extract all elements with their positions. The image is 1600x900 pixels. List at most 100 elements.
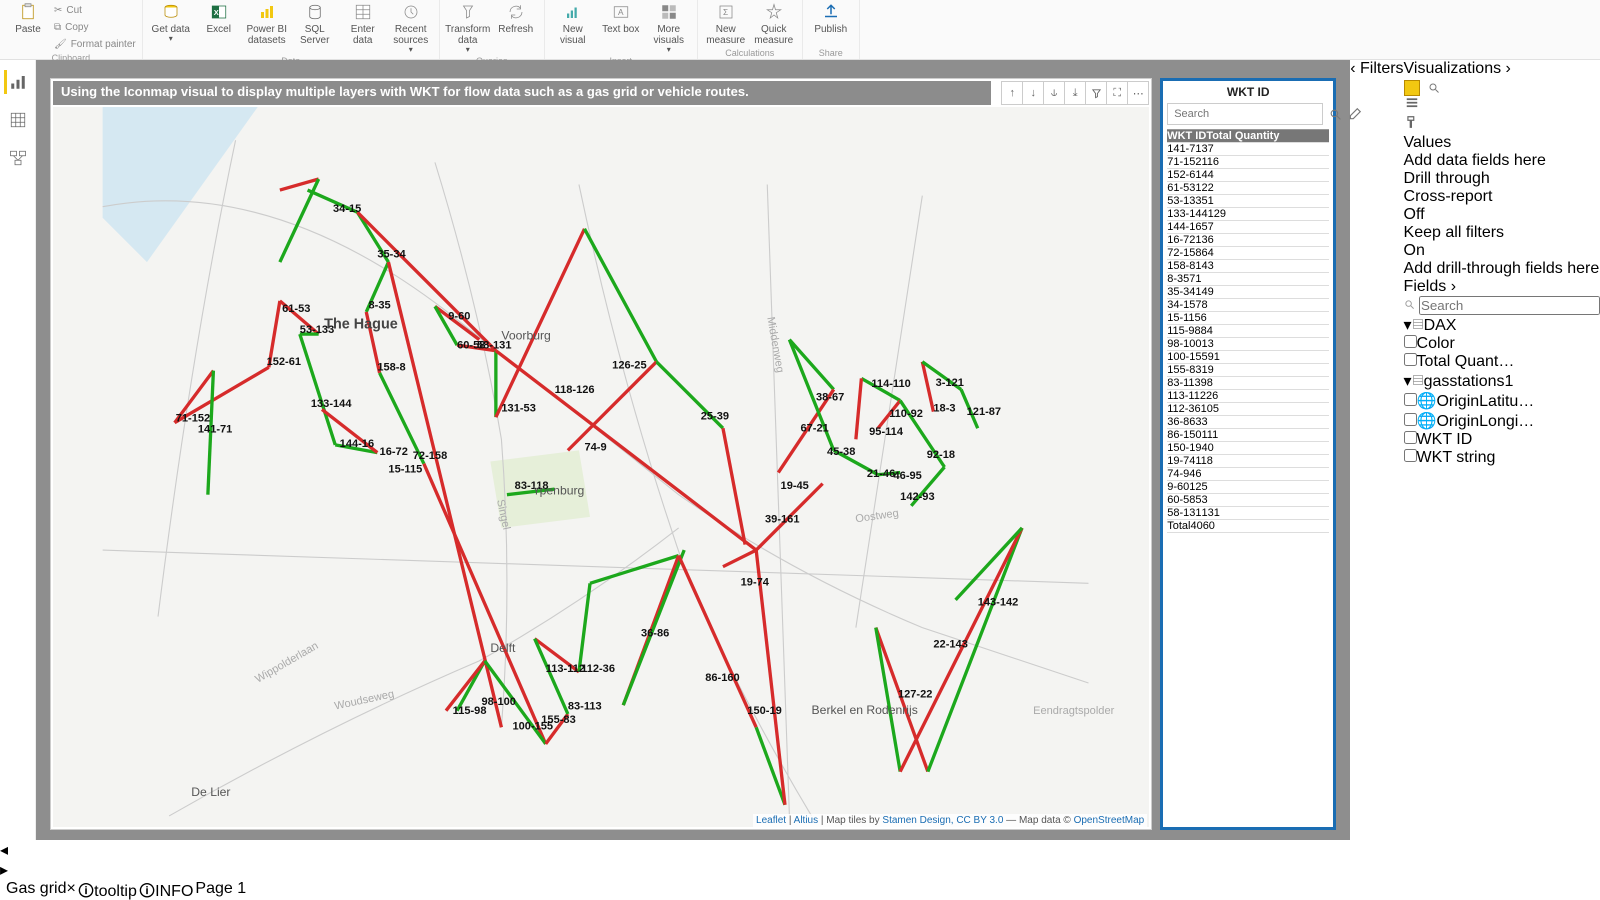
excel-button[interactable]: XExcel: [197, 2, 241, 35]
table-row[interactable]: 35-34149: [1167, 286, 1329, 299]
drill-well[interactable]: Add drill-through fields here: [1404, 260, 1600, 278]
model-view-button[interactable]: [6, 146, 30, 170]
table-row[interactable]: 36-8633: [1167, 416, 1329, 429]
stamen-link[interactable]: Stamen Design, CC BY 3.0: [882, 815, 1003, 826]
page-tab[interactable]: 🛈INFO: [139, 880, 194, 900]
new-visual-button[interactable]: New visual: [551, 2, 595, 46]
page-prev-button[interactable]: ◂: [0, 840, 1600, 860]
field-checkbox[interactable]: [1404, 413, 1417, 426]
table-row[interactable]: 115-9884: [1167, 325, 1329, 338]
table-grid[interactable]: WKT ID Total Quantity 141-713771-1521161…: [1167, 129, 1329, 520]
field-item[interactable]: Total Quant…: [1404, 353, 1600, 371]
field-item[interactable]: Color: [1404, 335, 1600, 353]
fields-search-input[interactable]: [1419, 296, 1600, 315]
format-painter-button[interactable]: 🖌Format painter: [54, 36, 136, 52]
sql-server-button[interactable]: SQL Server: [293, 2, 337, 46]
table-row[interactable]: 113-11226: [1167, 390, 1329, 403]
table-row[interactable]: 100-15591: [1167, 351, 1329, 364]
expand-button[interactable]: ⫝: [1043, 81, 1065, 105]
search-icon[interactable]: [1329, 105, 1342, 123]
table-row[interactable]: 60-5853: [1167, 494, 1329, 507]
recent-sources-button[interactable]: Recent sources▾: [389, 2, 433, 55]
field-checkbox[interactable]: [1404, 449, 1417, 462]
values-well[interactable]: Add data fields here: [1404, 152, 1600, 170]
publish-button[interactable]: Publish: [809, 2, 853, 35]
page-next-button[interactable]: ▸: [0, 860, 1600, 880]
page-tab[interactable]: Page 1: [195, 880, 246, 900]
report-view-button[interactable]: [4, 70, 28, 94]
drill-down-button[interactable]: ↓: [1022, 81, 1044, 105]
field-checkbox[interactable]: [1404, 393, 1417, 406]
focus-button[interactable]: ⛶: [1106, 81, 1128, 105]
drill-up-button[interactable]: ↑: [1001, 81, 1023, 105]
altius-link[interactable]: Altius: [794, 815, 818, 826]
close-tab-button[interactable]: ×: [66, 880, 75, 897]
table-row[interactable]: 144-1657: [1167, 221, 1329, 234]
text-box-button[interactable]: AText box: [599, 2, 643, 35]
table-row[interactable]: 19-74118: [1167, 455, 1329, 468]
cut-button[interactable]: ✂Cut: [54, 2, 136, 18]
quick-measure-button[interactable]: Quick measure: [752, 2, 796, 46]
filter-button[interactable]: [1085, 81, 1107, 105]
leaflet-link[interactable]: Leaflet: [756, 815, 786, 826]
field-checkbox[interactable]: [1404, 353, 1417, 366]
table-search-input[interactable]: [1167, 103, 1323, 125]
table-row[interactable]: 53-13351: [1167, 195, 1329, 208]
map-svg[interactable]: MiddenwegOostwegWippolderlaanWoudsewegSi…: [53, 107, 1149, 827]
pbi-datasets-button[interactable]: Power BI datasets: [245, 2, 289, 46]
table-row[interactable]: 150-1940: [1167, 442, 1329, 455]
format-tab-button[interactable]: [1404, 115, 1600, 134]
enter-data-button[interactable]: Enter data: [341, 2, 385, 46]
field-item[interactable]: WKT ID: [1404, 431, 1600, 449]
map-visual[interactable]: Using the Iconmap visual to display mult…: [50, 78, 1152, 830]
field-table[interactable]: ▾DAX: [1404, 315, 1600, 335]
field-item[interactable]: 🌐OriginLatitu…: [1404, 391, 1600, 411]
table-row[interactable]: 152-6144: [1167, 169, 1329, 182]
next-level-button[interactable]: ⤓: [1064, 81, 1086, 105]
fields-tab-button[interactable]: [1404, 96, 1600, 115]
more-visuals-button[interactable]: More visuals▾: [647, 2, 691, 55]
table-row[interactable]: 9-60125: [1167, 481, 1329, 494]
table-row[interactable]: 155-8319: [1167, 364, 1329, 377]
table-row[interactable]: 15-1156: [1167, 312, 1329, 325]
data-view-button[interactable]: [6, 108, 30, 132]
table-row[interactable]: 8-3571: [1167, 273, 1329, 286]
table-row[interactable]: 158-8143: [1167, 260, 1329, 273]
table-row[interactable]: 141-7137: [1167, 143, 1329, 156]
viz-search-icon[interactable]: [1426, 80, 1442, 96]
field-item[interactable]: 🌐OriginLongi…: [1404, 411, 1600, 431]
col-header-qty[interactable]: Total Quantity: [1206, 130, 1279, 142]
table-row[interactable]: 74-946: [1167, 468, 1329, 481]
page-tab[interactable]: Gas grid×: [6, 880, 76, 900]
map-body[interactable]: MiddenwegOostwegWippolderlaanWoudsewegSi…: [53, 107, 1149, 827]
copy-button[interactable]: ⧉Copy: [54, 19, 136, 35]
get-data-button[interactable]: Get data▾: [149, 2, 193, 44]
table-row[interactable]: 72-15864: [1167, 247, 1329, 260]
table-row[interactable]: 61-53122: [1167, 182, 1329, 195]
transform-data-button[interactable]: Transform data▾: [446, 2, 490, 55]
table-row[interactable]: 34-1578: [1167, 299, 1329, 312]
expand-filters-button[interactable]: ‹: [1350, 60, 1355, 77]
collapse-fields-button[interactable]: ›: [1451, 278, 1456, 295]
table-visual[interactable]: WKT ID WKT ID Total Quantity 141-713771-…: [1160, 78, 1336, 830]
more-options-button[interactable]: ⋯: [1127, 81, 1149, 105]
table-row[interactable]: 58-131131: [1167, 507, 1329, 520]
field-checkbox[interactable]: [1404, 431, 1417, 444]
paste-button[interactable]: Paste: [6, 2, 50, 35]
table-row[interactable]: 71-152116: [1167, 156, 1329, 169]
osm-link[interactable]: OpenStreetMap: [1074, 815, 1145, 826]
col-header-wkt-id[interactable]: WKT ID: [1167, 130, 1206, 142]
table-row[interactable]: 83-11398: [1167, 377, 1329, 390]
field-checkbox[interactable]: [1404, 335, 1417, 348]
custom-visual-icon[interactable]: [1404, 80, 1420, 96]
field-item[interactable]: WKT string: [1404, 449, 1600, 467]
new-measure-button[interactable]: ΣNew measure: [704, 2, 748, 46]
table-row[interactable]: 16-72136: [1167, 234, 1329, 247]
table-row[interactable]: 86-150111: [1167, 429, 1329, 442]
field-table[interactable]: ▾gasstations1: [1404, 371, 1600, 391]
page-tab[interactable]: 🛈tooltip: [78, 880, 137, 900]
table-row[interactable]: 112-36105: [1167, 403, 1329, 416]
table-row[interactable]: 98-10013: [1167, 338, 1329, 351]
table-row[interactable]: 133-144129: [1167, 208, 1329, 221]
refresh-button[interactable]: Refresh: [494, 2, 538, 35]
